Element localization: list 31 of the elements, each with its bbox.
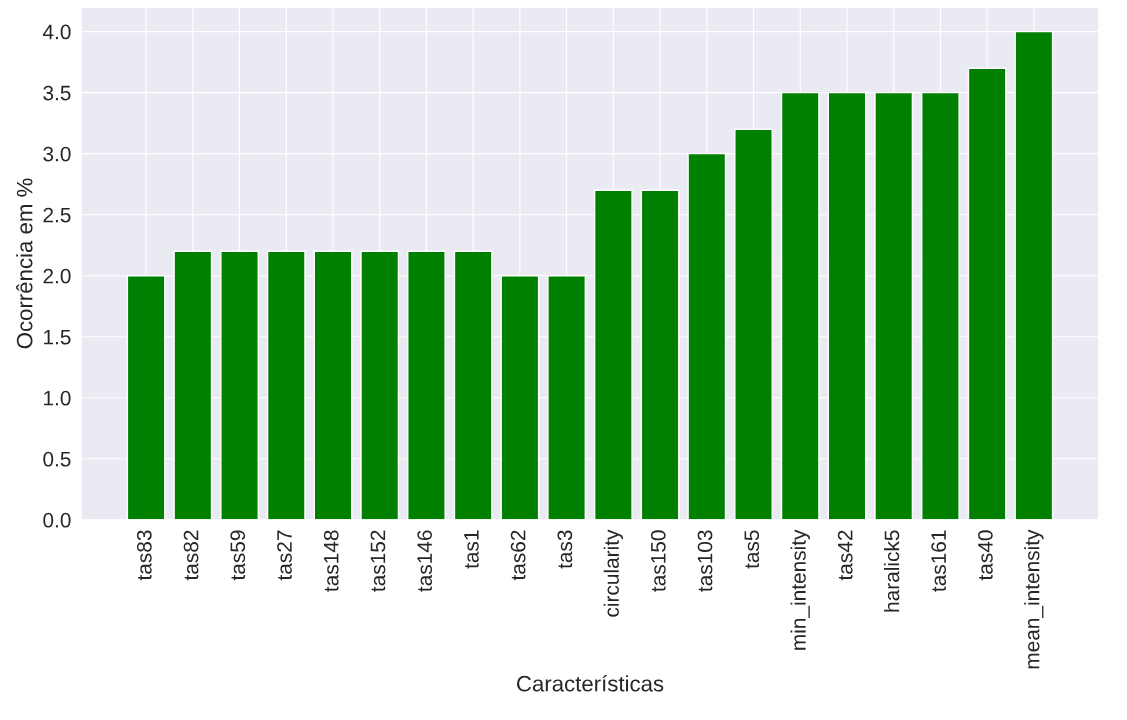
x-tick-label: circularity <box>603 529 624 617</box>
x-axis-title: Características <box>517 674 664 692</box>
y-tick-label: 4.0 <box>42 24 71 40</box>
y-tick-label: 2.5 <box>43 207 71 223</box>
y-tick-label: 1.0 <box>44 390 71 406</box>
x-tick-label: tas83 <box>136 530 152 581</box>
x-tick-label: tas42 <box>837 530 853 581</box>
x-tick-label: haralick5 <box>883 530 900 612</box>
x-tick-label: tas5 <box>744 530 760 569</box>
x-tick-label: tas62 <box>510 530 526 581</box>
y-tick-label: 2.0 <box>43 268 71 284</box>
x-tick-label: tas3 <box>557 530 573 569</box>
y-tick-label: 0.5 <box>43 451 71 467</box>
y-axis-title: Ocorrência em % <box>16 178 33 349</box>
y-tick-label: 1.5 <box>44 329 71 345</box>
x-tick-label: tas27 <box>277 530 292 581</box>
x-tick-label: tas40 <box>977 530 993 581</box>
x-tick-label: tas150 <box>650 530 666 592</box>
x-tick-label: tas148 <box>323 530 339 592</box>
x-tick-label: tas161 <box>931 530 947 592</box>
x-tick-label: mean_intensity <box>1024 529 1044 669</box>
y-tick-label: 3.5 <box>43 85 71 101</box>
y-tick-label: 3.0 <box>43 146 71 162</box>
y-tick-label: 0.0 <box>43 512 71 528</box>
x-tick-label: tas59 <box>230 530 246 581</box>
x-tick-label: tas146 <box>417 530 433 592</box>
x-tick-label: tas1 <box>464 530 479 569</box>
x-tick-label: tas152 <box>370 530 386 592</box>
x-tick-label: min_intensity <box>790 529 810 650</box>
x-tick-label: tas82 <box>183 530 199 581</box>
x-tick-label: tas103 <box>697 530 713 592</box>
